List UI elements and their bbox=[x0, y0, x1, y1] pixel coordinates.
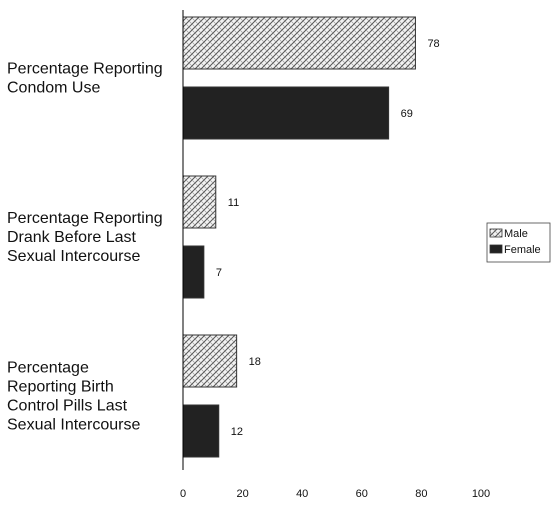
bar-male bbox=[182, 175, 217, 229]
data-label: 18 bbox=[249, 356, 261, 368]
data-label: 12 bbox=[231, 426, 243, 438]
x-tick-label: 80 bbox=[415, 488, 427, 500]
plot-area: 78 69 Percentage Reporting Condom Use 11 7 Per… bbox=[7, 10, 490, 500]
category-label: Condom Use bbox=[7, 80, 100, 97]
bar-male bbox=[182, 16, 416, 70]
category-label: Sexual Intercourse bbox=[7, 248, 141, 265]
category-label: Sexual Intercourse bbox=[7, 417, 141, 434]
data-label: 69 bbox=[401, 108, 413, 120]
legend: Male Female bbox=[486, 222, 551, 263]
bar-female bbox=[182, 86, 390, 140]
x-tick-label: 0 bbox=[180, 488, 186, 500]
category-label: Reporting Birth bbox=[7, 379, 114, 396]
category-label: Percentage Reporting bbox=[7, 210, 163, 227]
legend-swatch-female bbox=[489, 244, 503, 254]
legend-label: Male bbox=[504, 228, 528, 240]
x-tick-label: 40 bbox=[296, 488, 308, 500]
category-label: Percentage bbox=[7, 360, 89, 377]
bar-female bbox=[182, 245, 205, 299]
bar-male bbox=[182, 334, 238, 388]
x-tick-label: 60 bbox=[356, 488, 368, 500]
legend-label: Female bbox=[504, 244, 541, 256]
legend-swatch-male bbox=[489, 228, 503, 238]
data-label: 7 bbox=[216, 267, 222, 279]
bar-female bbox=[182, 404, 220, 458]
x-tick-label: 20 bbox=[236, 488, 248, 500]
category-label: Percentage Reporting bbox=[7, 61, 163, 78]
x-tick-label: 100 bbox=[472, 488, 490, 500]
category-label: Control Pills Last bbox=[7, 398, 128, 415]
data-label: 11 bbox=[228, 197, 239, 209]
category-label: Drank Before Last bbox=[7, 229, 137, 246]
data-label: 78 bbox=[427, 38, 439, 50]
